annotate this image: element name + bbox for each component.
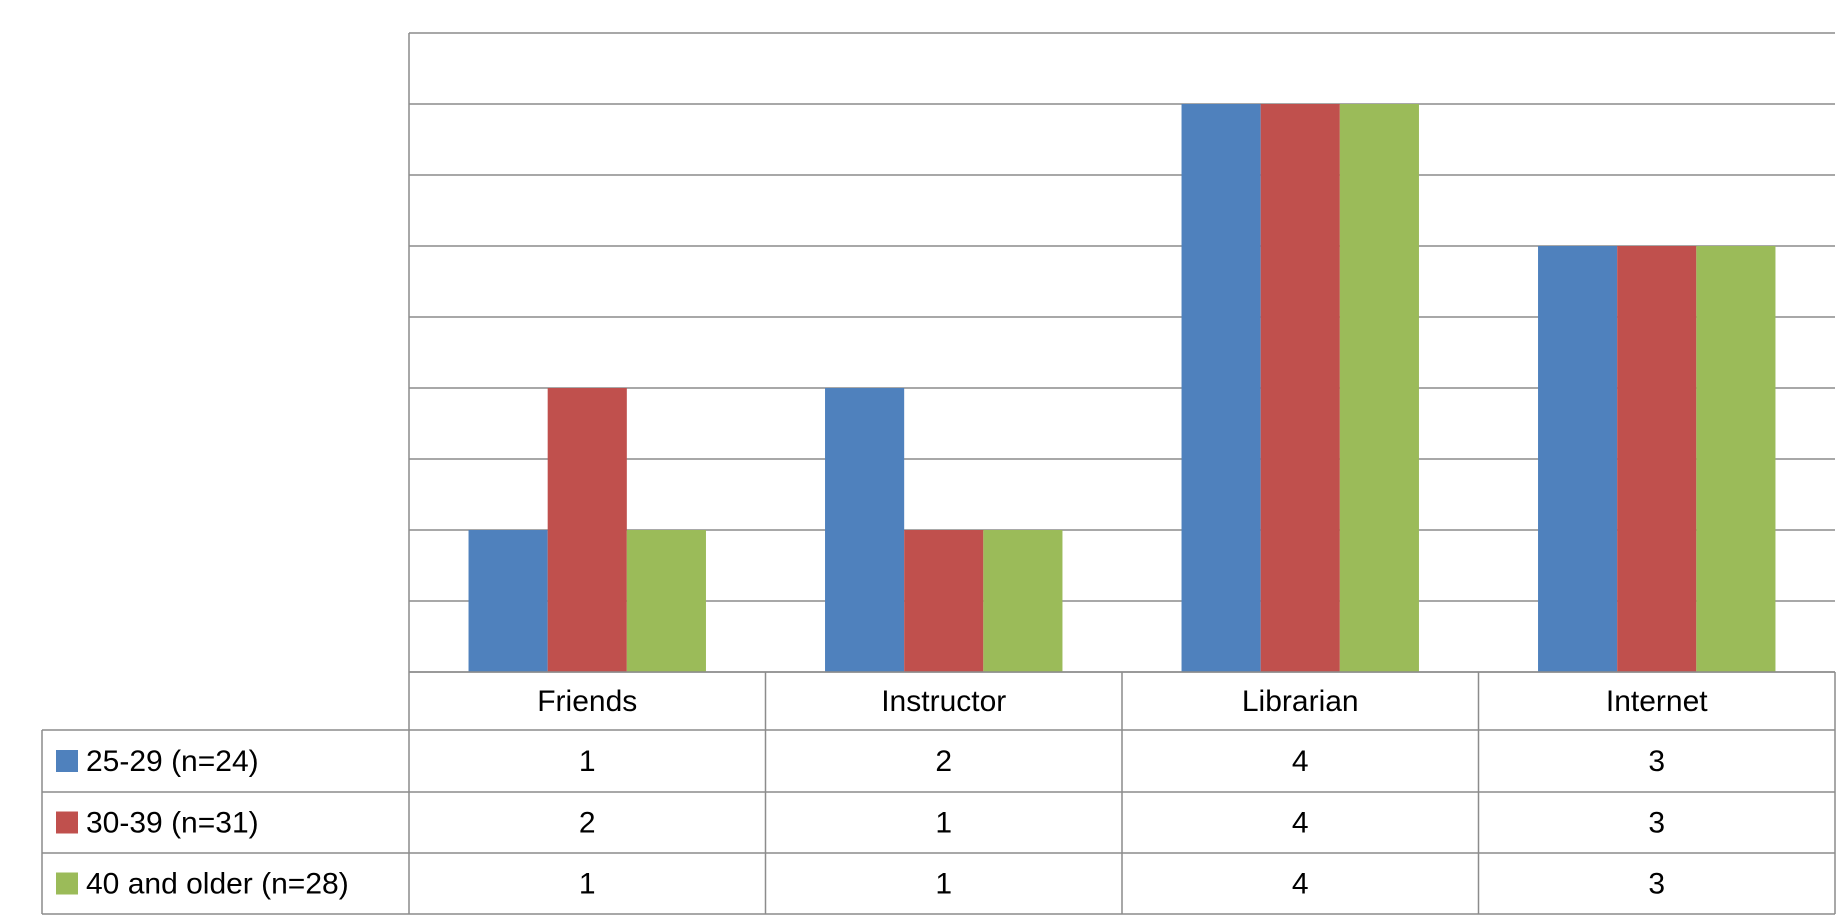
legend-label: 25-29 (n=24) xyxy=(86,745,259,778)
bar xyxy=(1339,104,1419,672)
bar xyxy=(547,388,627,672)
legend-label: 40 and older (n=28) xyxy=(86,867,349,900)
x-tick-label: Instructor xyxy=(881,685,1006,718)
legend-swatch xyxy=(56,811,78,834)
bar xyxy=(626,530,706,672)
bar xyxy=(1696,246,1776,672)
table-value: 3 xyxy=(1648,745,1665,778)
table-value: 1 xyxy=(579,867,596,900)
table-value: 4 xyxy=(1292,867,1309,900)
table-value: 2 xyxy=(579,806,596,839)
table-value: 1 xyxy=(935,867,952,900)
table-value: 3 xyxy=(1648,806,1665,839)
x-tick-label: Friends xyxy=(537,685,637,718)
bar xyxy=(1260,104,1340,672)
table-value: 1 xyxy=(935,806,952,839)
table-value: 4 xyxy=(1292,806,1309,839)
table-value: 3 xyxy=(1648,867,1665,900)
table-value: 1 xyxy=(579,745,596,778)
bar xyxy=(825,388,905,672)
bar xyxy=(1617,246,1697,672)
bar xyxy=(468,530,548,672)
table-value: 4 xyxy=(1292,745,1309,778)
table-value: 2 xyxy=(935,745,952,778)
bar xyxy=(1538,246,1618,672)
bar xyxy=(904,530,984,672)
x-tick-label: Librarian xyxy=(1242,685,1359,718)
bar xyxy=(1181,104,1261,672)
legend-swatch xyxy=(56,750,78,772)
bar xyxy=(983,530,1063,672)
legend-swatch xyxy=(56,872,78,895)
x-tick-label: Internet xyxy=(1606,685,1708,718)
legend-label: 30-39 (n=31) xyxy=(86,806,259,839)
